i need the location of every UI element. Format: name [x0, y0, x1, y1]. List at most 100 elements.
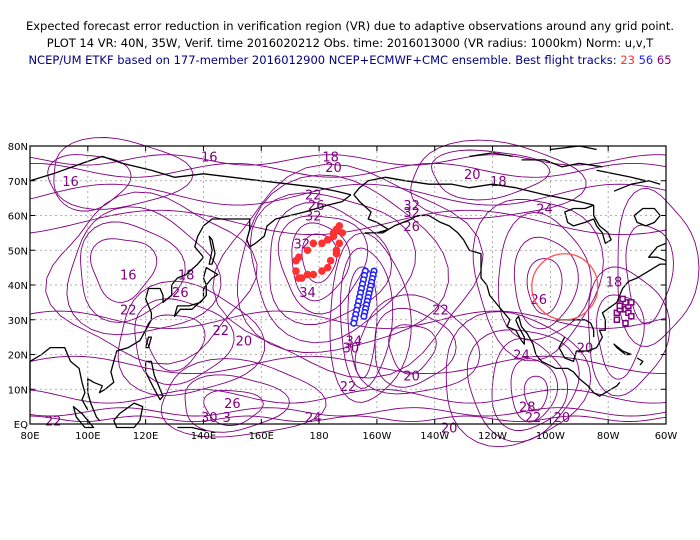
- contour-value-label: 22: [340, 380, 357, 395]
- longitude-label: 100W: [536, 431, 565, 442]
- contour-line: [29, 415, 667, 423]
- coastline: [113, 402, 144, 429]
- contour-value-label: 34: [346, 335, 363, 350]
- contour-value-label: 32: [403, 199, 420, 214]
- coastline: [521, 159, 603, 168]
- longitude-labels: 80E 100E 120E 140E 160E 180 160W 140W 120W 100W 80…: [20, 431, 677, 442]
- longitude-label: 140W: [420, 431, 449, 442]
- contour-line: [410, 139, 587, 219]
- contour-value-label: 3: [222, 411, 230, 426]
- verification-region-circle: [531, 253, 599, 321]
- coastline: [648, 242, 667, 262]
- contour-line: [339, 247, 394, 389]
- track-56-point: [360, 312, 368, 320]
- track-65-label: 65: [656, 53, 672, 67]
- longitude-label: 80W: [597, 431, 620, 442]
- contour-value-label: 26: [224, 397, 241, 412]
- contour-value-label: 26: [172, 286, 189, 301]
- contour-line: [203, 389, 264, 426]
- track-23-point: [292, 267, 300, 275]
- track-23-point: [323, 263, 332, 272]
- contour-value-label: 22: [45, 415, 62, 430]
- latitude-label: 50N: [8, 246, 28, 257]
- track-65-point: [622, 319, 629, 327]
- contour-value-label: 20: [236, 335, 253, 350]
- title-line-1: Expected forecast error reduction in ver…: [25, 19, 675, 33]
- contour-line: [374, 307, 457, 388]
- contour-line: [617, 188, 700, 347]
- coastline: [177, 426, 207, 432]
- latitude-label: 40N: [8, 281, 28, 292]
- contour-value-label: 32: [403, 206, 420, 221]
- latitude-labels: 80N 70N 60N 50N 40N 30N 20N 10N EQ: [8, 142, 28, 431]
- coastline: [173, 266, 219, 317]
- coastline: [613, 180, 661, 192]
- longitude-label: 80E: [20, 431, 39, 442]
- contour-line: [491, 337, 569, 431]
- coastline: [633, 207, 661, 227]
- coastline: [29, 155, 352, 196]
- contour-line: [89, 238, 158, 303]
- track-23-point: [318, 239, 326, 248]
- contour-line: [212, 163, 484, 379]
- contour-value-label: 26: [531, 293, 548, 308]
- coastline: [144, 336, 153, 349]
- contour-line: [277, 215, 369, 315]
- title-line-3: NCEP/UM ETKF based on 177-member 2016012…: [0, 53, 700, 67]
- contour-value-label: 18: [178, 269, 195, 284]
- contour-line: [29, 355, 666, 375]
- contour-value-label: 20: [403, 369, 420, 384]
- contour-line: [354, 294, 481, 395]
- contour-line: [431, 149, 550, 201]
- contour-line: [523, 375, 549, 412]
- coastline: [613, 343, 632, 356]
- contour-value-label: 30: [201, 411, 218, 426]
- latitude-label: 20N: [8, 351, 28, 362]
- track-23-point: [295, 274, 303, 282]
- contour-line: [117, 280, 266, 397]
- track-65-point: [613, 316, 621, 323]
- latitude-label: 30N: [8, 316, 28, 327]
- contour-value-label: 20: [577, 342, 594, 357]
- longitude-label: 140E: [191, 431, 216, 442]
- coastline: [208, 235, 216, 265]
- latitude-label: 60N: [8, 212, 28, 223]
- track-23-point: [329, 229, 338, 237]
- track-23-point: [326, 256, 335, 265]
- contour-value-label: 20: [464, 168, 481, 183]
- contour-line: [29, 154, 667, 166]
- title-line-2: PLOT 14 VR: 40N, 35W, Verif. time 201602…: [46, 36, 654, 50]
- contour-value-label: 26: [403, 220, 420, 235]
- title-line-3-prefix: NCEP/UM ETKF based on 177-member 2016012…: [28, 53, 617, 67]
- contour-line: [144, 314, 206, 372]
- contour-line: [53, 137, 194, 210]
- contour-line: [445, 311, 592, 448]
- track-23-point: [295, 253, 303, 262]
- longitude-label: 120W: [478, 431, 507, 442]
- track-65-point: [628, 299, 635, 306]
- longitude-label: 160W: [362, 431, 391, 442]
- contour-value-label: 24: [536, 203, 553, 218]
- contour-line: [466, 329, 580, 443]
- contour-value-label: 22: [120, 303, 137, 318]
- contour-value-label: 16: [201, 150, 218, 165]
- contour-line: [596, 294, 645, 380]
- contour-line: [526, 258, 563, 315]
- contour-line: [29, 183, 667, 206]
- track-56-label: 56: [638, 53, 654, 67]
- contour-line: [29, 388, 667, 404]
- contour-value-label: 18: [322, 150, 339, 165]
- contour-line: [269, 202, 393, 325]
- contour-value-label: 22: [213, 324, 230, 339]
- contour-line: [29, 407, 667, 417]
- coastline: [564, 204, 612, 244]
- contour-line: [236, 174, 449, 353]
- track-23-point: [303, 246, 312, 255]
- longitude-label: 120E: [133, 431, 158, 442]
- track-23-point: [335, 239, 344, 248]
- longitude-label: 100E: [75, 431, 100, 442]
- track-23-point: [323, 236, 332, 244]
- contour-line: [347, 266, 378, 379]
- track-23-point: [338, 229, 347, 237]
